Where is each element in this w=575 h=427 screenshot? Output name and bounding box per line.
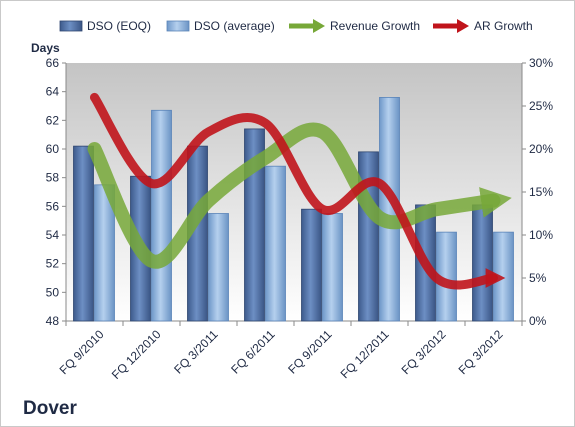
bar-dso-average: [322, 213, 343, 322]
bar-dso-eoq: [244, 128, 265, 322]
legend-item-dso-eoq: DSO (EOQ): [59, 19, 151, 33]
lines: [87, 92, 512, 290]
y-tick-label: 48: [46, 314, 60, 328]
bar-dso-eoq: [472, 204, 493, 322]
x-tick-label: FQ 12/2010: [109, 327, 164, 382]
y2-tick-label: 5%: [529, 271, 547, 285]
legend-arrow-icon: [313, 19, 325, 33]
y-tick-label: 62: [46, 113, 60, 127]
bar-dso-eoq: [301, 208, 322, 322]
y2-tick-label: 15%: [529, 185, 553, 199]
x-tick-label: FQ 3/2012: [399, 327, 449, 377]
x-tick-label: FQ 12/2011: [338, 327, 392, 381]
bar-dso-average: [265, 165, 286, 322]
y-tick-label: 52: [46, 257, 60, 271]
legend-swatch: [59, 20, 83, 32]
x-tick-labels: FQ 9/2010 FQ 12/2010 FQ 3/2011 FQ 6/2011 FQ …: [57, 327, 506, 382]
bar-dso-average: [208, 213, 229, 322]
y-tick-label: 56: [46, 199, 60, 213]
bar-dso-average: [151, 109, 172, 322]
legend: DSO (EOQ) DSO (average) Revenue Growth AR G…: [59, 19, 533, 33]
legend-label: AR Growth: [474, 19, 533, 33]
y-tick-label: 66: [46, 56, 60, 70]
bar-dso-eoq: [73, 145, 94, 322]
y2-tick-label: 20%: [529, 142, 553, 156]
ar-growth-line: [90, 92, 506, 290]
legend-label: Revenue Growth: [330, 19, 420, 33]
legend-item-dso-average: DSO (average): [166, 19, 275, 33]
x-tick-label: FQ 9/2011: [285, 327, 335, 377]
legend-item-ar-growth: AR Growth: [433, 19, 533, 33]
y2-tick-label: 0%: [529, 314, 547, 328]
x-tick-label: FQ 6/2011: [228, 327, 278, 377]
legend-arrow-icon: [457, 19, 469, 33]
company-name: Dover: [23, 398, 77, 419]
y-tick-label: 58: [46, 171, 60, 185]
y-tick-label: 50: [46, 285, 60, 299]
y-axis-label: Days: [31, 41, 60, 55]
legend-swatch: [166, 20, 190, 32]
legend-label: DSO (average): [194, 19, 275, 33]
axes: 48 50 52 54 56 58 60 62 64 66 0% 5% 10% 15% 20% 25% 30%: [46, 56, 554, 328]
y2-tick-label: 30%: [529, 56, 553, 70]
y-tick-label: 64: [46, 85, 60, 99]
x-tick-label: FQ 3/2011: [171, 327, 221, 377]
x-tick-label: FQ 9/2010: [57, 327, 107, 377]
legend-label: DSO (EOQ): [87, 19, 151, 33]
y-tick-label: 60: [46, 142, 60, 156]
y-tick-label: 54: [46, 228, 60, 242]
x-tick-label: FQ 3/2012: [456, 327, 506, 377]
legend-item-revenue-growth: Revenue Growth: [289, 19, 420, 33]
y2-tick-label: 25%: [529, 99, 553, 113]
y2-tick-label: 10%: [529, 228, 553, 242]
